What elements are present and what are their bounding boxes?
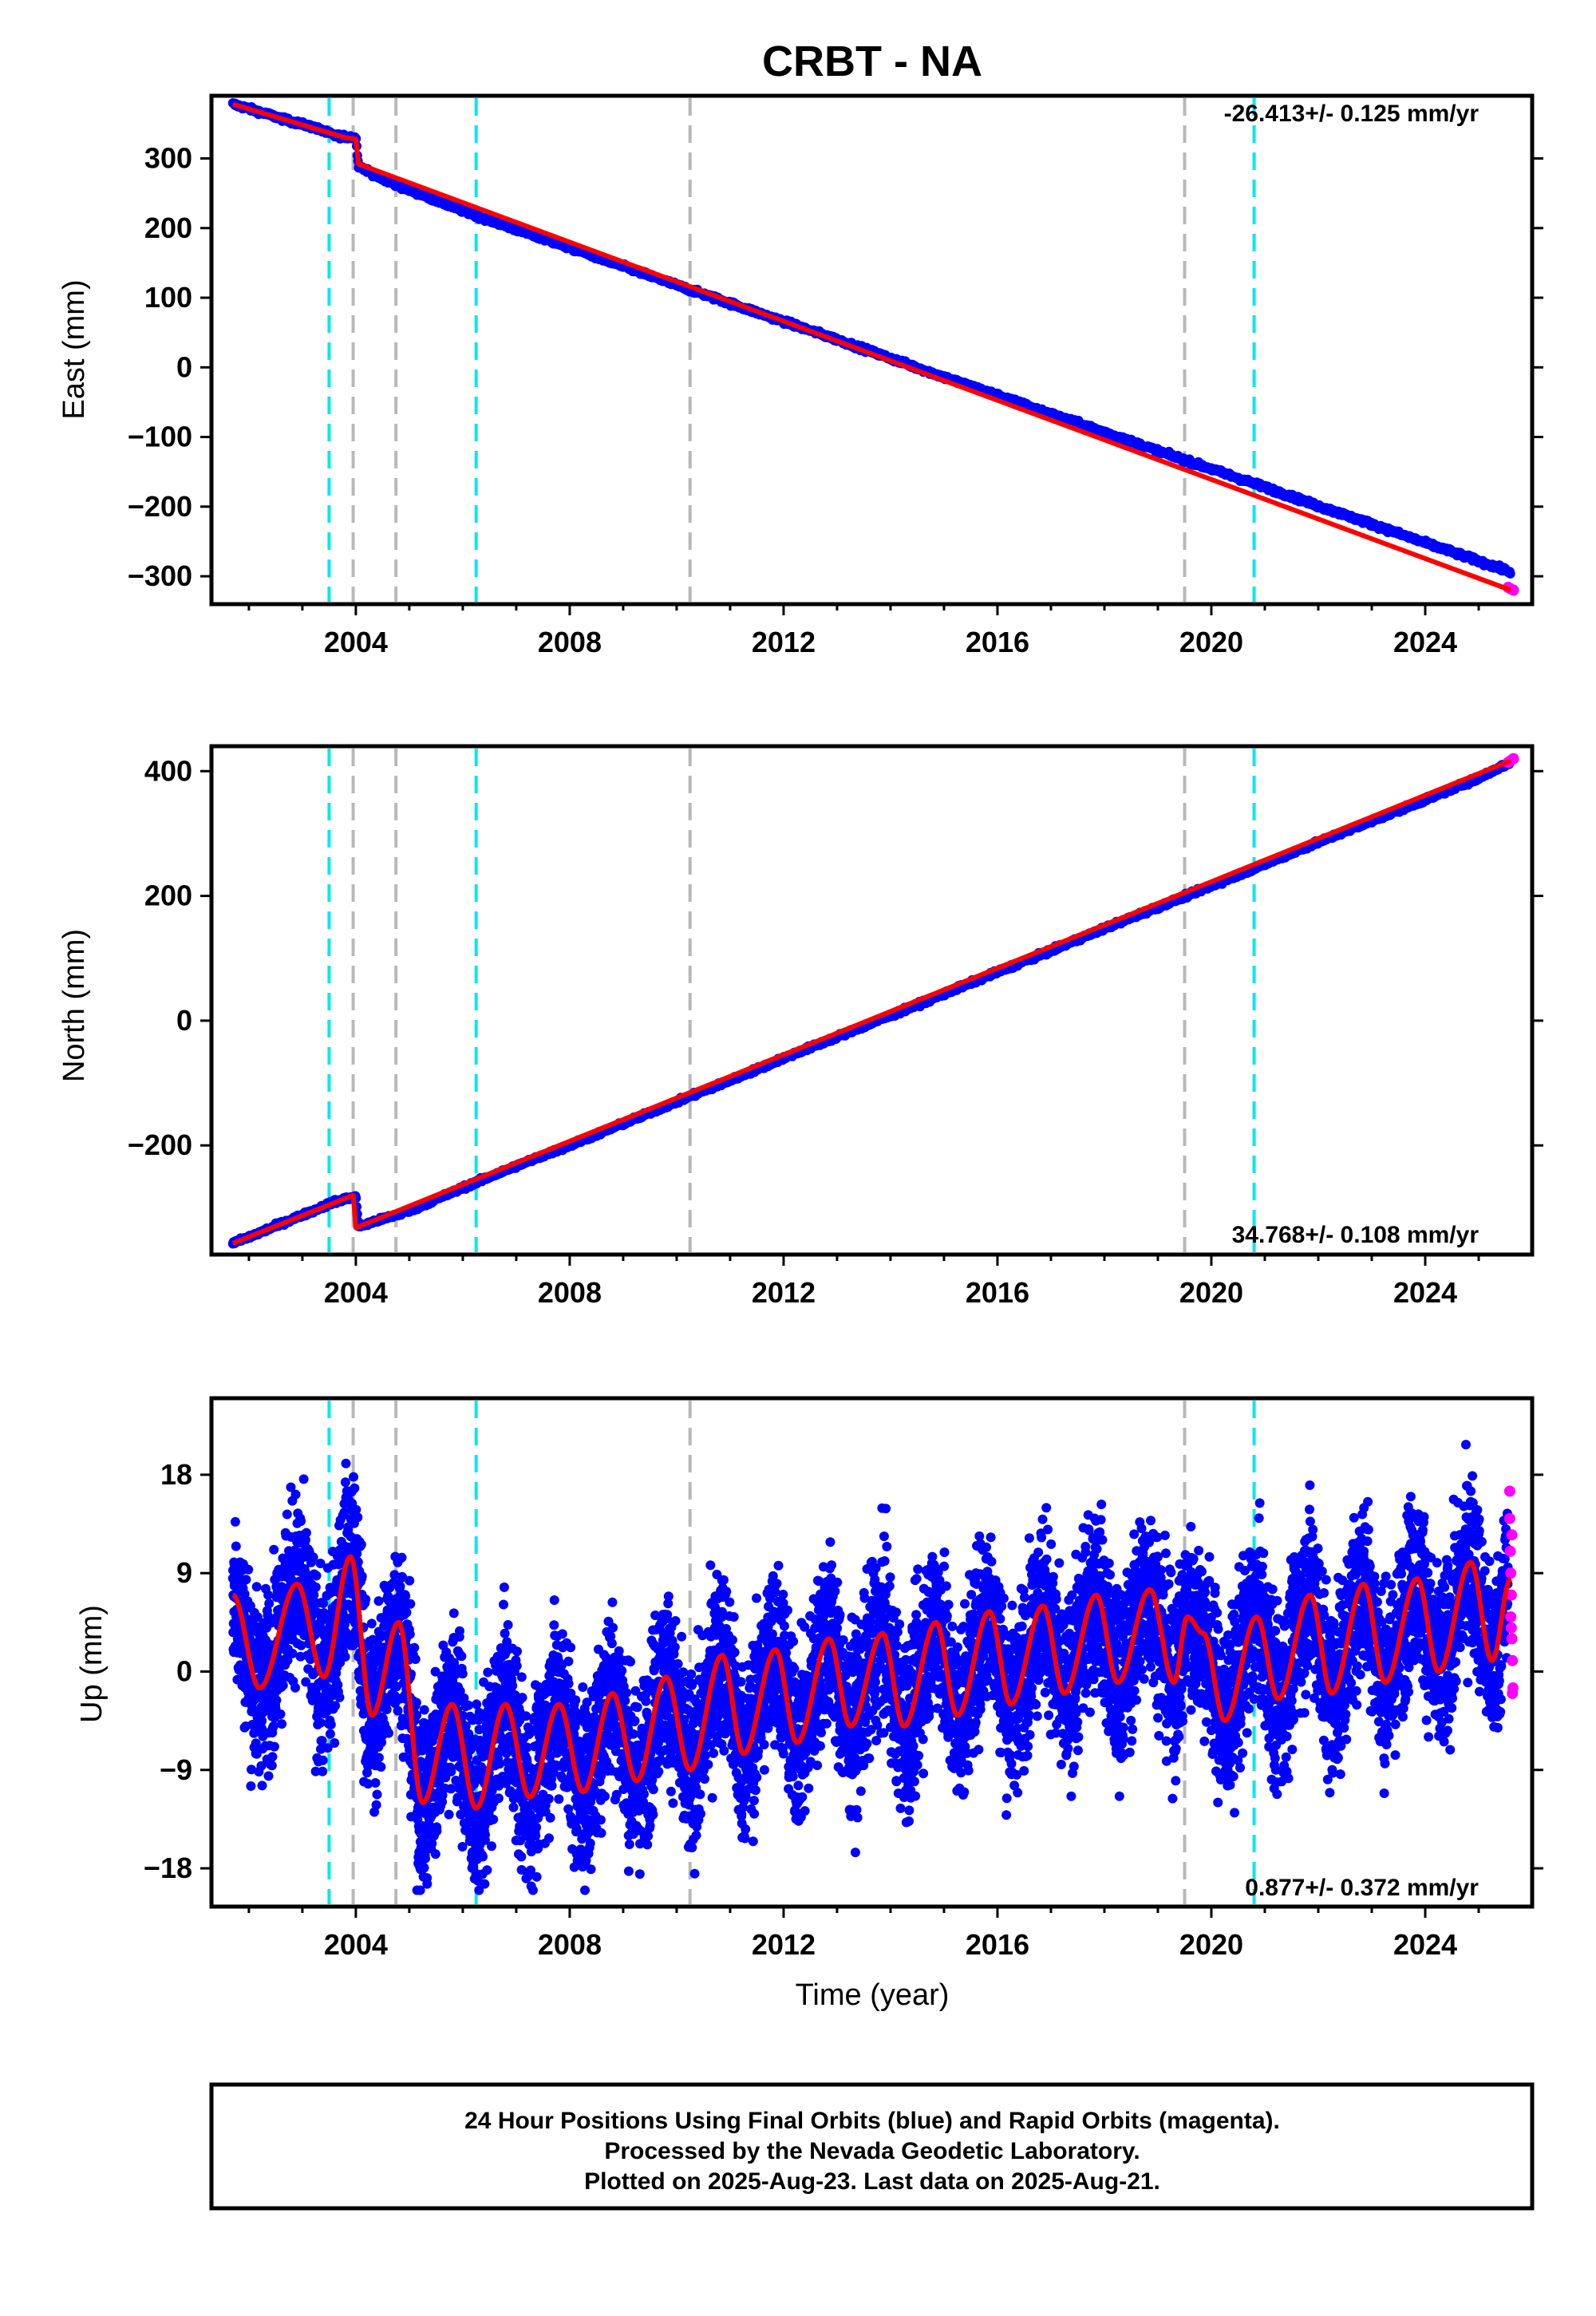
final-orbit-point xyxy=(246,1781,256,1791)
final-orbit-point xyxy=(310,1582,321,1592)
final-orbit-point xyxy=(356,1539,366,1550)
final-orbit-point xyxy=(241,1575,251,1585)
final-orbit-point xyxy=(282,1509,292,1520)
final-orbit-point xyxy=(267,1761,277,1771)
final-orbit-point xyxy=(318,1755,328,1765)
final-orbit-point xyxy=(326,1720,336,1729)
final-orbit-point xyxy=(298,1474,309,1484)
final-orbit-point xyxy=(353,1512,363,1523)
final-orbit-point xyxy=(290,1489,301,1500)
east-final-orbit-points xyxy=(227,98,1515,579)
final-orbit-point xyxy=(269,1544,279,1555)
final-orbit-point xyxy=(275,1709,286,1719)
final-orbit-point xyxy=(264,1599,275,1609)
final-orbit-point xyxy=(340,1652,350,1662)
final-orbit-point xyxy=(366,1618,377,1629)
final-orbit-point xyxy=(1505,568,1515,579)
final-orbit-point xyxy=(251,1582,262,1592)
final-orbit-point xyxy=(311,1571,322,1581)
final-orbit-point xyxy=(269,1741,279,1752)
final-orbit-point xyxy=(349,1472,358,1482)
final-orbit-point xyxy=(330,1738,340,1748)
final-orbit-point xyxy=(290,1682,300,1693)
final-orbit-point xyxy=(257,1780,267,1791)
final-orbit-point xyxy=(267,1752,278,1762)
final-orbit-point xyxy=(230,1516,240,1527)
final-orbit-point xyxy=(243,1564,254,1575)
final-orbit-point xyxy=(278,1680,288,1690)
final-orbit-point xyxy=(277,1719,287,1729)
final-orbit-point xyxy=(318,1766,328,1777)
final-orbit-point xyxy=(357,1571,367,1582)
final-orbit-point xyxy=(268,1721,279,1731)
final-orbit-point xyxy=(334,1692,345,1702)
final-orbit-point xyxy=(330,1701,341,1711)
final-orbit-point xyxy=(350,1483,360,1493)
data-points-layer xyxy=(227,98,1519,1895)
final-orbit-point xyxy=(301,1528,311,1538)
final-orbit-point xyxy=(271,1695,282,1705)
final-orbit-point xyxy=(231,1541,241,1551)
final-orbit-point xyxy=(325,1729,335,1739)
final-orbit-point xyxy=(263,1590,274,1600)
final-orbit-point xyxy=(263,1771,274,1781)
final-orbit-point xyxy=(296,1516,306,1527)
final-orbit-point xyxy=(341,1458,351,1468)
final-orbit-point xyxy=(361,1595,371,1604)
final-orbit-point xyxy=(308,1552,318,1563)
final-orbit-point xyxy=(340,1477,350,1488)
north-final-orbit-points xyxy=(227,757,1515,1249)
